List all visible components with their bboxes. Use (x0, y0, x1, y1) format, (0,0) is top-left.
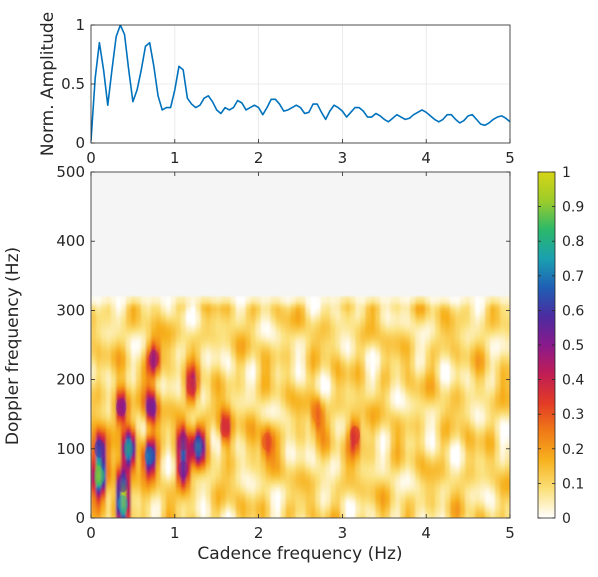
heatmap-peak (193, 436, 204, 455)
heatmap-peak (144, 446, 155, 465)
heatmap-peak (94, 439, 105, 458)
amplitude-y-tick-label: 1 (75, 16, 85, 34)
heatmap-x-ticks: 0 1 2 3 4 5 (86, 172, 515, 542)
heatmap-y-tick-label: 500 (56, 163, 85, 181)
heatmap-y-tick-label: 300 (56, 301, 85, 319)
heatmap-peak (312, 405, 323, 424)
amplitude-x-ticks: 0 1 2 3 4 5 (86, 139, 515, 167)
heatmap-y-tick-label: 400 (56, 232, 85, 250)
heatmap-x-tick-label: 0 (86, 524, 96, 542)
heatmap-x-tick-label: 5 (505, 524, 515, 542)
colorbar-tick-label: 0 (562, 511, 571, 527)
heatmap-peak (178, 460, 189, 479)
amplitude-x-tick-label: 5 (505, 149, 515, 167)
colorbar-tick-label: 0.5 (562, 338, 584, 354)
colorbar-tick-label: 0.1 (562, 476, 584, 492)
amplitude-x-tick-label: 4 (421, 149, 431, 167)
heatmap-x-tick-label: 2 (254, 524, 264, 542)
amplitude-y-label: Norm. Amplitude (38, 12, 58, 156)
colorbar: 0 0.1 0.2 0.3 0.4 0.5 0.6 0.7 0.8 0.9 1 (537, 165, 584, 527)
amplitude-y-ticks: 00.51 (61, 16, 95, 152)
colorbar-tick-label: 0.3 (562, 407, 584, 423)
amplitude-series-line (91, 25, 510, 141)
amplitude-x-tick-label: 1 (170, 149, 180, 167)
heatmap-peak (94, 467, 105, 486)
heatmap-axes-box (90, 171, 511, 519)
colorbar-tick-label: 0.8 (562, 234, 584, 250)
heatmap-peak (349, 425, 360, 444)
heatmap-x-tick-label: 4 (421, 524, 431, 542)
colorbar-ticks: 0 0.1 0.2 0.3 0.4 0.5 0.6 0.7 0.8 0.9 1 (538, 165, 584, 527)
heatmap-peak (116, 398, 127, 417)
heatmap-peak (123, 439, 134, 458)
heatmap-peak (186, 377, 197, 396)
heatmap-peak (117, 474, 128, 493)
heatmap-field (91, 296, 510, 518)
heatmap-peak (117, 495, 128, 514)
colorbar-tick-label: 1 (562, 165, 571, 181)
colorbar-tick-label: 0.7 (562, 269, 584, 285)
heatmap-peak (220, 419, 231, 438)
amplitude-x-tick-label: 2 (254, 149, 264, 167)
heatmap-peak (146, 398, 157, 417)
colorbar-tick-label: 0.2 (562, 442, 584, 458)
heatmap-y-label: Doppler frequency (Hz) (3, 247, 23, 445)
colorbar-tick-label: 0.9 (562, 200, 584, 216)
amplitude-y-tick-label: 0.5 (61, 75, 85, 93)
amplitude-x-tick-label: 0 (86, 149, 96, 167)
heatmap-peak (178, 432, 189, 451)
heatmap-peak (148, 349, 159, 368)
doppler-heatmap-chart: 0 1 2 3 4 5 0 100 200 300 400 500 Cadence frequenc… (3, 163, 515, 564)
colorbar-tick-label: 0.4 (562, 373, 584, 389)
heatmap-peaks (94, 349, 360, 514)
heatmap-x-label: Cadence frequency (Hz) (197, 544, 402, 564)
heatmap-x-tick-label: 1 (170, 524, 180, 542)
heatmap-y-tick-label: 100 (56, 440, 85, 458)
heatmap-peak (261, 432, 272, 451)
heatmap-y-tick-label: 200 (56, 371, 85, 389)
heatmap-y-tick-label: 0 (75, 509, 85, 527)
amplitude-x-tick-label: 3 (338, 149, 348, 167)
heatmap-y-ticks: 0 100 200 300 400 500 (56, 163, 510, 527)
colorbar-tick-label: 0.6 (562, 303, 584, 319)
heatmap-x-tick-label: 3 (338, 524, 348, 542)
amplitude-y-tick-label: 0 (75, 134, 85, 152)
